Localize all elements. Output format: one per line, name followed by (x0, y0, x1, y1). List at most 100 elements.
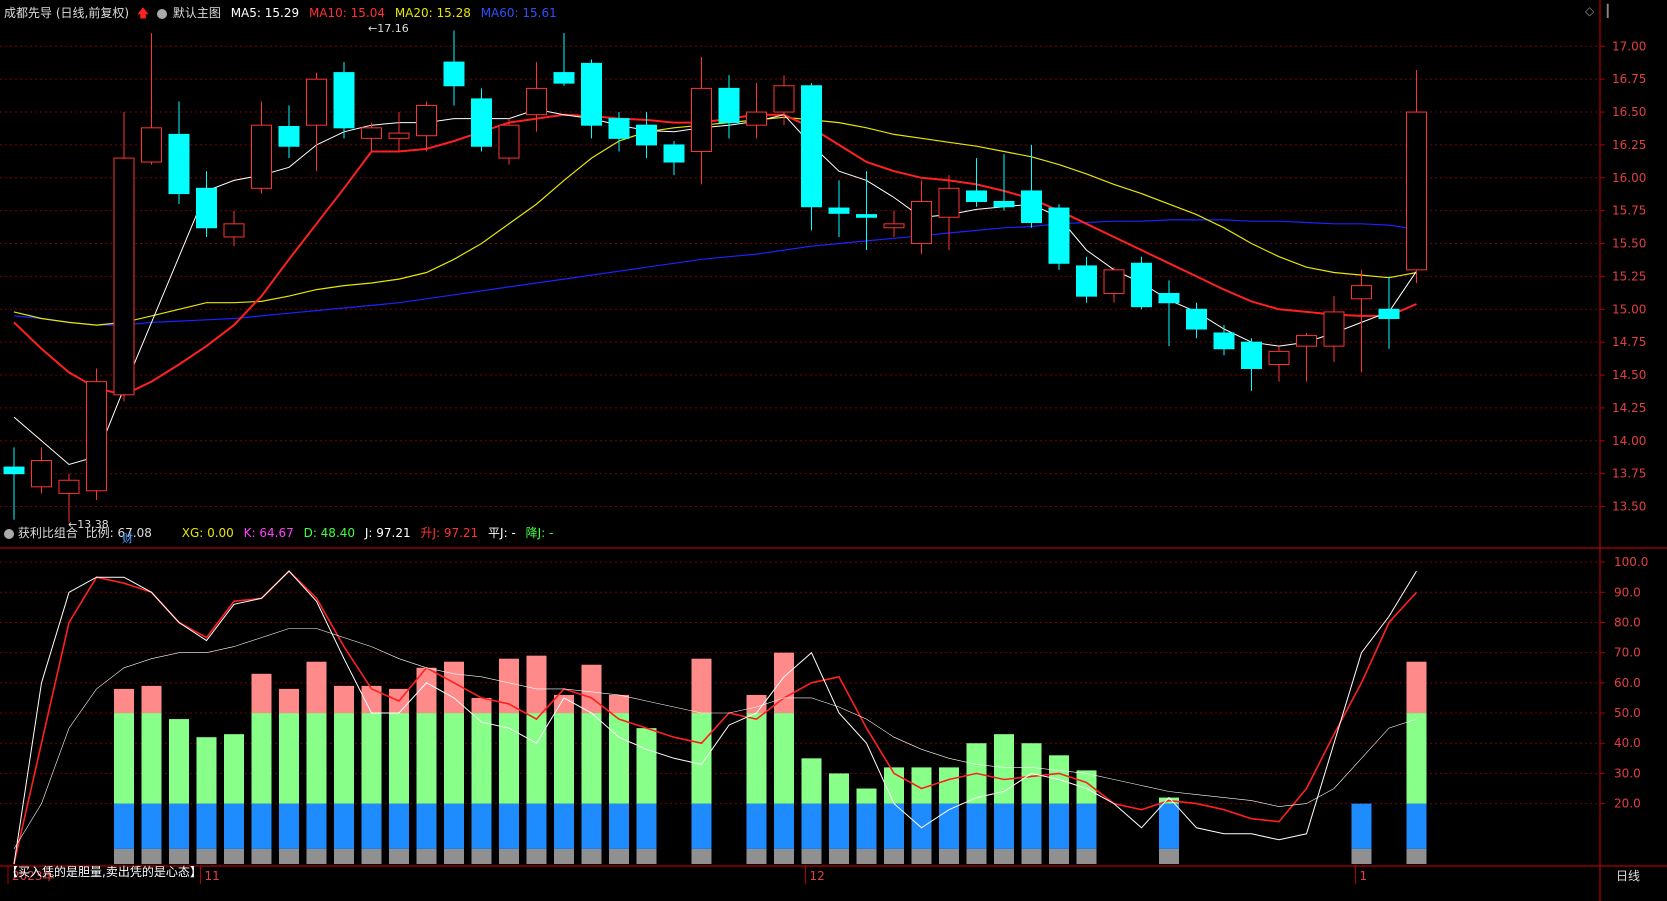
profit-bar-segment (746, 713, 767, 804)
x-tick-label: 11 (205, 869, 220, 883)
profit-bar-segment (361, 685, 382, 714)
left-arrow-icon: ← (68, 518, 78, 531)
profit-bar-segment (636, 848, 657, 864)
d-label: D: 48.40 (303, 526, 356, 540)
candle-body (498, 124, 520, 159)
y-axis-main: 13.50 13.75 14.00 14.25 14.50 14.75 15.00 15.25… (1600, 39, 1646, 514)
candle-body (746, 111, 767, 126)
stock-name[interactable]: 成都先导 (4, 6, 53, 20)
profit-bar-segment (444, 713, 464, 804)
profit-bar-segment (279, 688, 299, 714)
y-tick-label: 60.0 (1614, 676, 1641, 690)
profit-bar-segment (994, 803, 1014, 849)
profit-bar-segment (196, 737, 217, 804)
profit-bar-segment (691, 713, 712, 804)
indicator-name[interactable]: 获利比组合 (17, 526, 78, 540)
diamond-icon[interactable]: ◇ (1585, 4, 1595, 18)
profit-bar-segment (1076, 803, 1097, 849)
profit-bar-segment (1076, 848, 1097, 864)
profit-bar-segment (774, 803, 794, 849)
profit-bar-segment (829, 773, 849, 804)
profit-bar-segment (746, 694, 767, 714)
candle-body (856, 214, 877, 218)
ma20-line (13, 116, 1417, 326)
settings-icon[interactable] (4, 528, 14, 539)
y-tick-label: 13.75 (1612, 467, 1646, 481)
candle-body (113, 157, 135, 396)
candle-body (141, 127, 162, 163)
y-tick-label: 90.0 (1614, 585, 1641, 599)
profit-bar-segment (911, 803, 932, 849)
profit-bar-segment (609, 694, 629, 714)
y-tick-label: 16.00 (1612, 171, 1646, 185)
y-tick-label: 50.0 (1614, 706, 1641, 720)
profit-bar-segment (994, 734, 1014, 804)
y-tick-label: 70.0 (1614, 646, 1641, 660)
profit-bar-segment (1406, 661, 1427, 714)
ma10-line (13, 113, 1417, 396)
candle-body (718, 87, 740, 124)
profit-bar-segment (471, 713, 492, 804)
candle-body (663, 144, 685, 163)
profit-bar-segment (774, 713, 794, 804)
finance-marker[interactable]: 财 (122, 532, 133, 545)
x-axis: 2023年 11 12 1 日线 (7, 866, 1640, 884)
y-axis-sub: 20.0 30.0 40.0 50.0 60.0 70.0 80.0 90.0 100.0 (1600, 555, 1648, 811)
candle-body (1406, 111, 1427, 271)
profit-bar-segment (224, 848, 244, 864)
candle-body (828, 207, 850, 214)
profit-bar-segment (1159, 848, 1179, 864)
k-line (13, 569, 1418, 865)
candle-body (636, 124, 657, 146)
profit-bar-segment (251, 713, 272, 804)
profit-bar-segment (251, 848, 272, 864)
y-tick-label: 30.0 (1614, 766, 1641, 780)
candle-layer (3, 30, 1427, 523)
profit-bar-segment (389, 713, 409, 804)
candle-body (966, 190, 987, 202)
profit-bar-segment (1021, 848, 1042, 864)
y-tick-label: 20.0 (1614, 797, 1641, 811)
profit-bar-segment (499, 658, 519, 714)
ma20-layer (13, 116, 1417, 326)
y-tick-label: 16.75 (1612, 72, 1646, 86)
profit-bar-segment (306, 803, 327, 849)
d-line (13, 628, 1417, 850)
profit-bar-segment (691, 803, 712, 849)
profit-bar-segment (609, 848, 629, 864)
profit-bar-segment (691, 848, 712, 864)
profit-bar-segment (114, 848, 134, 864)
profit-bar-segment (1159, 803, 1179, 849)
profit-bar-segment (169, 848, 189, 864)
ma60-layer (13, 219, 1417, 326)
profit-bar-segment (554, 803, 574, 849)
profit-bar-segment (691, 658, 712, 714)
profit-bar-segment (279, 803, 299, 849)
profit-bar-segment (141, 803, 162, 849)
ma20-label: MA20: 15.28 (394, 6, 471, 20)
profit-bar-segment (499, 803, 519, 849)
profit-bar-segment (416, 713, 437, 804)
ma60-line (13, 219, 1417, 326)
low-price-label: ←13.38 (68, 518, 109, 531)
profit-bar-segment (1351, 848, 1372, 864)
profit-bar-segment (389, 803, 409, 849)
profit-bar-segment (471, 848, 492, 864)
settings-icon[interactable] (157, 8, 168, 19)
scroll-handle-icon[interactable]: ┃ (1604, 4, 1612, 18)
y-tick-label: 15.50 (1612, 237, 1646, 251)
profit-bar-segment (416, 803, 437, 849)
candle-body (196, 187, 217, 229)
y-tick-label: 15.75 (1612, 204, 1646, 218)
y-tick-label: 17.00 (1612, 39, 1646, 53)
profit-bar-segment (279, 848, 299, 864)
profit-bar-segment (251, 673, 272, 714)
y-tick-label: 80.0 (1614, 615, 1641, 629)
y-tick-label: 13.50 (1612, 500, 1646, 514)
template-name[interactable]: 默认主图 (172, 6, 221, 20)
low-value: 13.38 (77, 518, 109, 531)
candle-body (883, 223, 905, 229)
profit-bar-segment (526, 713, 547, 804)
